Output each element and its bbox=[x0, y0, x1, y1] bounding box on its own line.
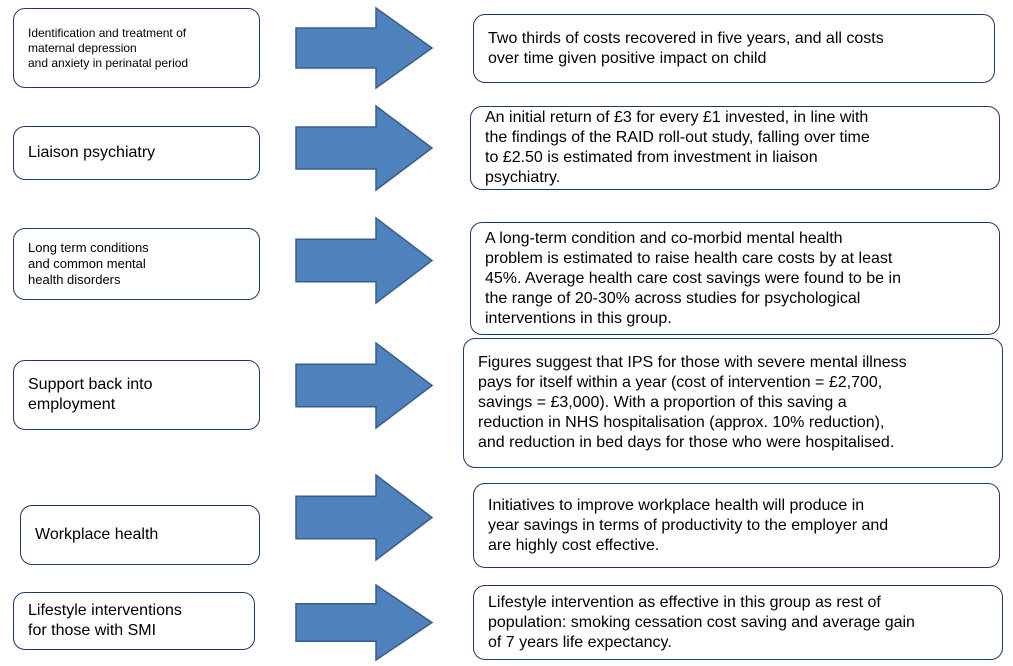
outcome-box: A long-term condition and co-morbid ment… bbox=[470, 222, 1000, 335]
source-box: Identification and treatment of maternal … bbox=[13, 8, 260, 88]
arrow bbox=[295, 104, 434, 192]
arrow bbox=[295, 341, 434, 430]
text-line: to £2.50 is estimated from investment in… bbox=[485, 149, 818, 166]
text-line: and common mental bbox=[28, 256, 146, 271]
text-line: pays for itself within a year (cost of i… bbox=[478, 374, 883, 391]
text-line: health disorders bbox=[28, 272, 121, 287]
source-box: Liaison psychiatry bbox=[13, 126, 260, 180]
text-line: maternal depression bbox=[28, 40, 137, 55]
text-line: problem is estimated to raise health car… bbox=[485, 249, 893, 267]
outcome-box: Figures suggest that IPS for those with … bbox=[463, 338, 1003, 468]
outcome-box: Initiatives to improve workplace health … bbox=[473, 483, 1000, 568]
text-line: Lifestyle interventions bbox=[28, 602, 182, 619]
text-line: for those with SMI bbox=[28, 622, 157, 639]
text-line: 45%. Average health care cost savings we… bbox=[485, 269, 901, 287]
arrow bbox=[295, 473, 434, 562]
arrow bbox=[295, 583, 434, 662]
text-line: and reduction in bed days for those who … bbox=[478, 434, 895, 451]
text-line: the range of 20-30% across studies for p… bbox=[485, 289, 861, 307]
outcome-box: Lifestyle intervention as effective in t… bbox=[473, 585, 1003, 660]
text-line: savings = £3,000). With a proportion of … bbox=[478, 394, 847, 411]
text-line: employment bbox=[28, 396, 116, 413]
text-line: Two thirds of costs recovered in five ye… bbox=[488, 29, 884, 47]
source-box: Long term conditions and common mental hea… bbox=[13, 228, 260, 300]
text-line: psychiatry. bbox=[485, 169, 561, 186]
outcome-box: An initial return of £3 for every £1 inv… bbox=[470, 106, 1000, 190]
text-line: Initiatives to improve workplace health … bbox=[488, 496, 865, 514]
text-line: year savings in terms of productivity to… bbox=[488, 516, 889, 534]
text-line: An initial return of £3 for every £1 inv… bbox=[485, 109, 869, 126]
text-line: A long-term condition and co-morbid ment… bbox=[485, 229, 843, 247]
text-line: Figures suggest that IPS for those with … bbox=[478, 354, 907, 371]
text-line: Long term conditions bbox=[28, 240, 149, 255]
source-box: Support back into employment bbox=[13, 360, 260, 430]
text-line: Lifestyle intervention as effective in t… bbox=[488, 593, 881, 611]
text-line: are highly cost effective. bbox=[488, 536, 660, 554]
arrow bbox=[295, 216, 434, 305]
text-line: interventions in this group. bbox=[485, 309, 672, 327]
text-line: Identification and treatment of bbox=[28, 25, 187, 40]
text-line: Support back into bbox=[28, 376, 153, 393]
text-line: the findings of the RAID roll-out study,… bbox=[485, 129, 870, 146]
text-line: over time given positive impact on child bbox=[488, 49, 767, 67]
outcome-box: Two thirds of costs recovered in five ye… bbox=[473, 14, 995, 83]
text-line: Liaison psychiatry bbox=[28, 144, 156, 161]
text-line: Workplace health bbox=[35, 526, 159, 543]
text-line: population: smoking cessation cost savin… bbox=[488, 613, 915, 631]
source-box: Lifestyle interventions for those with SM… bbox=[13, 592, 255, 650]
arrow bbox=[295, 6, 434, 90]
text-line: reduction in NHS hospitalisation (approx… bbox=[478, 414, 885, 431]
source-box: Workplace health bbox=[20, 505, 260, 565]
text-line: of 7 years life expectancy. bbox=[488, 633, 672, 651]
text-line: and anxiety in perinatal period bbox=[28, 55, 189, 70]
